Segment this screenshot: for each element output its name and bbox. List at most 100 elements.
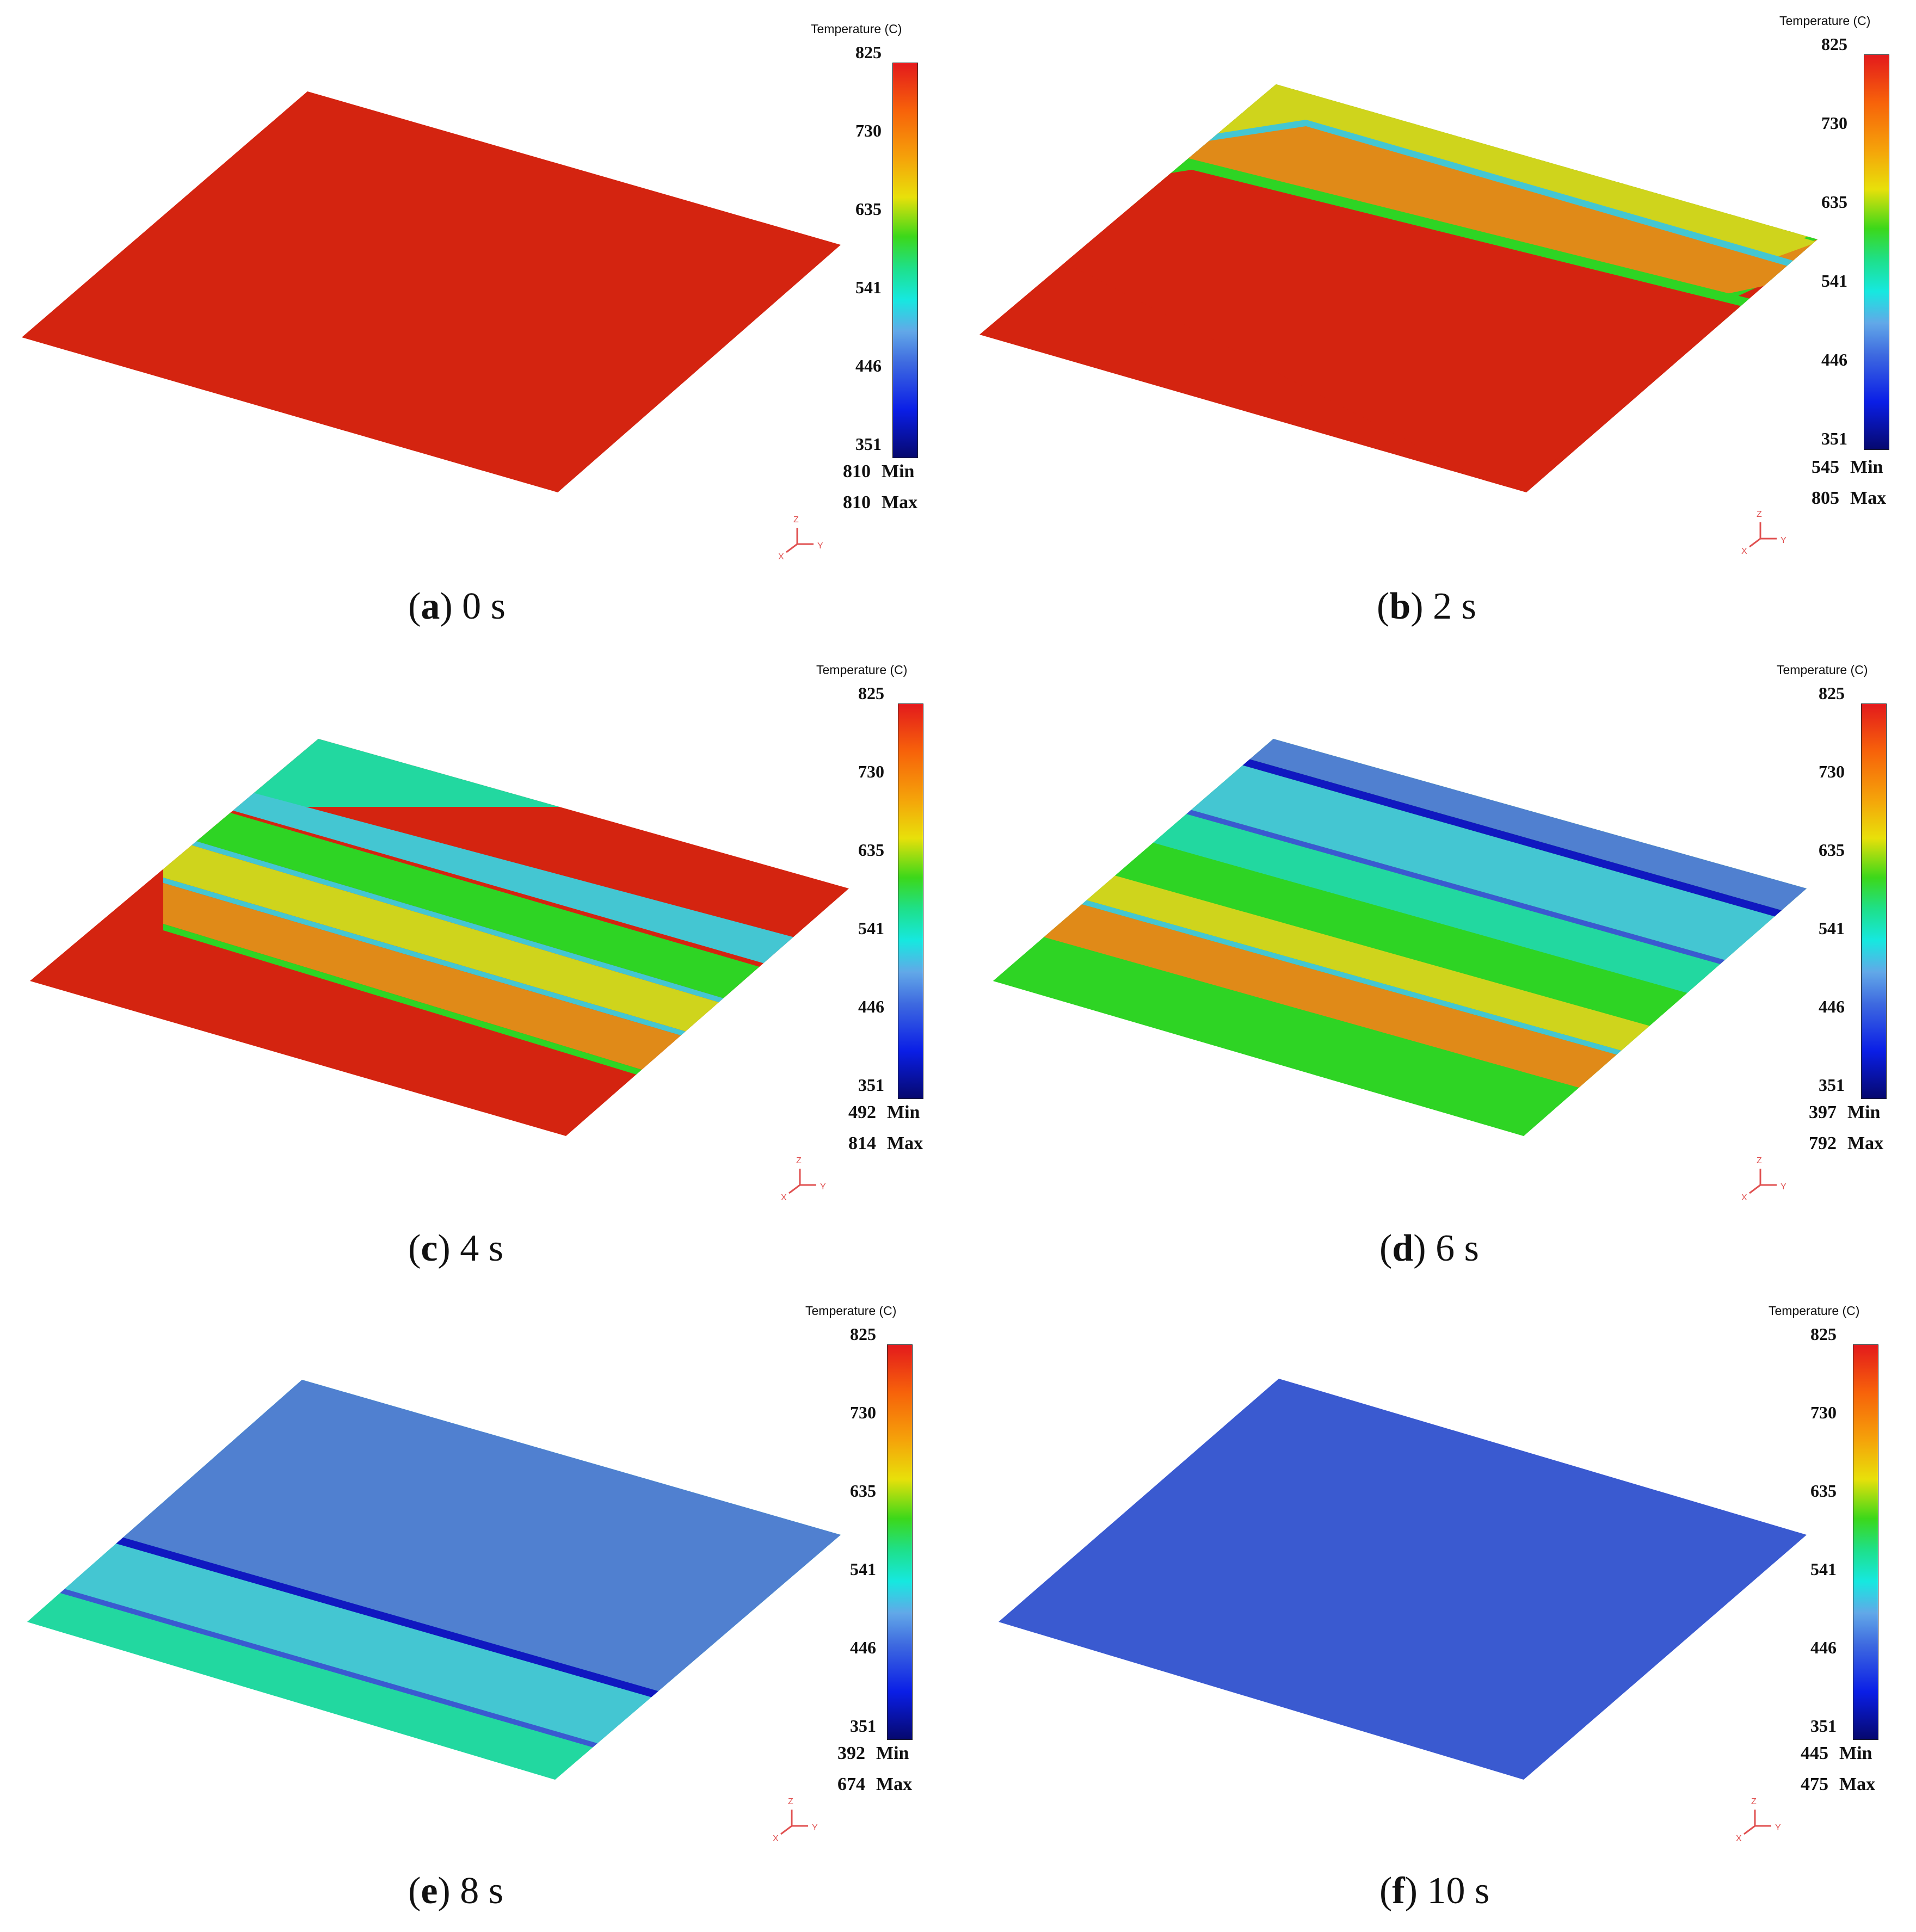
tick-351: 351: [1810, 1716, 1837, 1736]
colorbar: [1853, 1344, 1878, 1740]
plate-band: [163, 769, 849, 1019]
tick-635: 635: [1819, 840, 1845, 860]
colorbar: [892, 63, 918, 458]
plate-e: [27, 1380, 841, 1780]
axis-x-label: X: [1741, 547, 1747, 556]
max-readout: 810 Max: [843, 492, 918, 513]
tick-446: 446: [855, 356, 882, 375]
tick-541: 541: [850, 1559, 876, 1579]
tick-541: 541: [1810, 1559, 1837, 1579]
tick-446: 446: [1810, 1638, 1837, 1657]
tick-351: 351: [855, 434, 882, 454]
tick-446: 446: [1821, 350, 1847, 369]
plate-c: [30, 739, 849, 1136]
plate-band: [993, 744, 1807, 1019]
tick-541: 541: [1821, 271, 1847, 291]
axis-triad-icon: Z Y X: [778, 515, 823, 561]
axis-y-label: Y: [1775, 1823, 1781, 1832]
tick-635: 635: [1821, 192, 1847, 212]
panel-b: Temperature (C) 825 730 635 541 446 351 …: [958, 0, 1915, 644]
plate-d: [993, 739, 1807, 1136]
axis-x-label: X: [778, 552, 784, 561]
colorbar: [887, 1344, 913, 1740]
tick-825: 825: [1810, 1324, 1837, 1344]
panel-e: Temperature (C) 825 730 635 541 446 351 …: [0, 1287, 958, 1931]
axis-z-label: Z: [796, 1156, 802, 1165]
plate-b: [979, 84, 1818, 492]
axis-y-label: Y: [812, 1823, 818, 1832]
axis-x-label: X: [1741, 1193, 1747, 1202]
axis-triad-icon: Z Y X: [1736, 1797, 1781, 1843]
plate-band: [993, 913, 1807, 1136]
tick-730: 730: [1810, 1403, 1837, 1422]
tick-446: 446: [1819, 997, 1845, 1016]
plate-band: [30, 739, 849, 807]
tick-635: 635: [850, 1481, 876, 1501]
tick-541: 541: [855, 277, 882, 297]
plate-surface: [22, 91, 841, 492]
legend-title: Temperature (C): [1769, 1304, 1860, 1318]
axis-triad-icon: Z Y X: [1741, 1156, 1786, 1202]
axis-triad-icon: Z Y X: [1741, 510, 1786, 556]
axis-y-label: Y: [1781, 1182, 1786, 1192]
plate-a: [22, 91, 841, 492]
min-readout: 810 Min: [843, 461, 915, 482]
tick-635: 635: [1810, 1481, 1837, 1501]
max-readout: 814 Max: [848, 1133, 923, 1153]
tick-730: 730: [855, 121, 882, 140]
axis-triad-icon: Z Y X: [781, 1156, 826, 1202]
colorbar: [1864, 54, 1889, 450]
caption-c: (c) 4 s: [408, 1227, 503, 1269]
tick-730: 730: [1821, 113, 1847, 133]
tick-730: 730: [850, 1403, 876, 1422]
caption-e: (e) 8 s: [408, 1870, 503, 1912]
tick-730: 730: [858, 762, 884, 781]
panel-d: Temperature (C) 825 730 635 541 446 351 …: [958, 644, 1915, 1287]
caption-d: (d) 6 s: [1379, 1227, 1479, 1269]
plate-band: [27, 1576, 841, 1780]
tick-635: 635: [855, 199, 882, 219]
tick-825: 825: [850, 1324, 876, 1344]
tick-446: 446: [850, 1638, 876, 1657]
colorbar: [898, 703, 923, 1099]
panel-c: Temperature (C) 825 730 635 541 446 351 …: [0, 644, 958, 1287]
plate-band: [979, 170, 1801, 490]
max-readout: 805 Max: [1812, 488, 1887, 508]
plate-band: [27, 1570, 841, 1780]
max-readout: 674 Max: [837, 1774, 913, 1794]
caption-b: (b) 2 s: [1377, 585, 1476, 627]
legend-title: Temperature (C): [805, 1304, 897, 1318]
colorbar: [1861, 703, 1887, 1099]
plate-surface: [999, 1379, 1807, 1780]
tick-351: 351: [858, 1075, 884, 1095]
tick-825: 825: [1819, 683, 1845, 703]
axis-y-label: Y: [817, 541, 823, 551]
tick-446: 446: [858, 997, 884, 1016]
axis-z-label: Z: [788, 1797, 793, 1806]
tick-351: 351: [1819, 1075, 1845, 1095]
min-readout: 397 Min: [1809, 1102, 1881, 1122]
tick-541: 541: [1819, 918, 1845, 938]
panel-f: Temperature (C) 825 730 635 541 446 351 …: [958, 1287, 1915, 1931]
plate-f: [999, 1379, 1807, 1780]
axis-y-label: Y: [820, 1182, 826, 1192]
axis-z-label: Z: [1751, 1797, 1757, 1806]
max-readout: 792 Max: [1809, 1133, 1884, 1153]
caption-a: (a) 0 s: [408, 585, 506, 627]
tick-825: 825: [1821, 34, 1847, 54]
tick-351: 351: [850, 1716, 876, 1736]
axis-x-label: X: [773, 1834, 779, 1843]
panel-a: Temperature (C) 825 730 635 541 446 351 …: [0, 0, 958, 644]
caption-f: (f) 10 s: [1379, 1870, 1490, 1912]
legend-title: Temperature (C): [1779, 14, 1871, 28]
tick-635: 635: [858, 840, 884, 860]
plate-band: [993, 739, 1807, 948]
min-readout: 392 Min: [837, 1743, 909, 1763]
axis-z-label: Z: [1757, 1156, 1762, 1165]
tick-825: 825: [855, 42, 882, 62]
plate-band: [993, 750, 1807, 1057]
min-readout: 492 Min: [848, 1102, 920, 1122]
axis-y-label: Y: [1781, 536, 1786, 545]
axis-x-label: X: [1736, 1834, 1742, 1843]
tick-730: 730: [1819, 762, 1845, 781]
